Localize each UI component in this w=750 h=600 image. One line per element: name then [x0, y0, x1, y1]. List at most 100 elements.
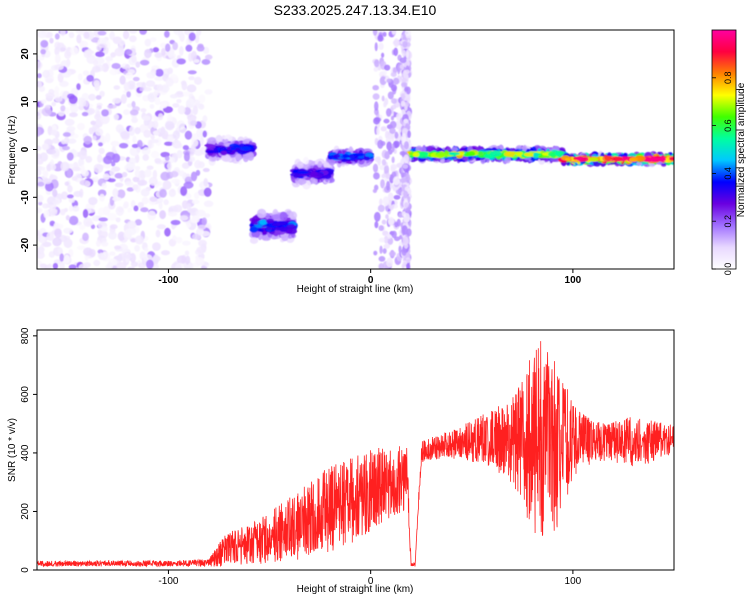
- spectrogram-cell: [37, 153, 43, 161]
- spectrogram-cell: [101, 182, 107, 189]
- spectrogram-cell: [68, 205, 74, 212]
- spectrogram-cell: [390, 166, 396, 172]
- spectrogram-cell: [404, 186, 410, 192]
- spectrogram-cell: [122, 30, 130, 40]
- spectrogram-cell: [93, 163, 104, 174]
- spectrogram-cell: [113, 85, 121, 90]
- spectrogram-cell: [165, 121, 175, 131]
- spectrogram-cell: [37, 81, 42, 89]
- spectrogram-cell: [52, 237, 62, 247]
- spectrogram-cell: [118, 142, 129, 149]
- spectrogram-cell: [201, 217, 208, 226]
- spectrogram-cell: [309, 171, 318, 178]
- spectrogram-cell: [154, 97, 161, 106]
- spectrogram-cell: [185, 255, 191, 265]
- spectrogram-cell: [127, 207, 132, 213]
- spectrogram-cell: [71, 176, 78, 181]
- spectrogram-cell: [66, 168, 72, 179]
- spectrogram-cell: [37, 101, 40, 107]
- spectrogram-cell: [155, 68, 164, 77]
- spectrogram-cell: [514, 151, 524, 156]
- spectrogram-cell: [66, 194, 74, 199]
- spectrogram-cell: [163, 199, 169, 206]
- spectrogram-cell: [373, 117, 381, 125]
- spectrogram-cell: [266, 218, 275, 224]
- spectrogram-cell: [61, 139, 67, 145]
- spectrogram-cell: [129, 35, 137, 43]
- spectrogram-cell: [376, 127, 380, 136]
- spectrogram-cell: [342, 153, 350, 159]
- spectrogram-cell: [220, 150, 228, 156]
- spectrogram-cell: [374, 42, 378, 52]
- spectrogram-cell: [392, 40, 400, 46]
- spectrogram-cell: [121, 171, 128, 178]
- spectrogram-cell: [190, 144, 196, 153]
- spectrogram-cell: [333, 154, 341, 158]
- spectrogram-cell: [68, 95, 78, 105]
- spectrogram-cell: [101, 241, 109, 247]
- spectrogram-cell: [198, 103, 205, 110]
- spectrogram-cell: [402, 49, 406, 57]
- spectrogram-cell: [279, 211, 288, 222]
- spectrogram-cell: [59, 30, 66, 37]
- spectrogram-cell: [45, 77, 54, 84]
- spectrogram-cell: [177, 30, 183, 39]
- spectrogram-cell: [182, 91, 191, 97]
- spectrogram-cell: [179, 45, 184, 56]
- spectrogram-cell: [448, 152, 460, 156]
- spectrogram-cell: [398, 245, 402, 254]
- spectrogram-cell: [249, 237, 259, 244]
- spectrogram-cell: [372, 93, 380, 100]
- spectrogram-cell: [405, 257, 411, 264]
- spectrogram-cell: [52, 262, 59, 269]
- spectrogram-cell: [50, 129, 58, 136]
- spectrogram-cell: [165, 43, 171, 52]
- spectrogram-cell: [37, 31, 47, 39]
- spectrogram-cell: [174, 263, 182, 269]
- spectrogram-cell: [156, 84, 164, 91]
- spectrogram-cell: [169, 94, 178, 99]
- spectrogram-cell: [152, 242, 161, 251]
- spectrogram-cell: [547, 151, 556, 157]
- spectrogram-cell: [185, 44, 193, 52]
- spectrogram-cell: [68, 112, 78, 118]
- spectrogram-xlabel: Height of straight line (km): [297, 284, 414, 295]
- spectrogram-ylabel: Frequency (Hz): [7, 116, 18, 185]
- spectrogram-cell: [503, 151, 516, 157]
- spectrogram-cell: [79, 179, 90, 186]
- spectrogram-cell: [51, 101, 57, 107]
- spectrogram-cell: [172, 130, 181, 140]
- spectrogram-cell: [137, 201, 144, 209]
- spectrogram-cell: [113, 113, 119, 121]
- spectrogram-cell: [78, 263, 88, 269]
- spectrogram-cell: [185, 193, 192, 199]
- spectrogram-cell: [65, 215, 70, 221]
- spectrogram-cell: [289, 211, 298, 220]
- spectrogram-cell: [37, 127, 42, 137]
- spectrogram-cell: [171, 178, 181, 184]
- spectrogram-cell: [175, 236, 183, 244]
- colorbar-tick-label: 0.2: [723, 215, 733, 228]
- spectrogram-cell: [198, 94, 206, 104]
- spectrogram-cell: [119, 75, 126, 85]
- spectrogram-cell: [258, 228, 265, 233]
- spectrogram-cell: [98, 147, 105, 155]
- spectrogram-cell: [389, 127, 396, 134]
- spectrogram-cell: [197, 224, 207, 230]
- spectrogram-cell: [59, 253, 64, 262]
- spectrogram-cell: [160, 171, 170, 181]
- spectrogram-cell: [129, 109, 139, 116]
- spectrogram-cell: [158, 113, 164, 121]
- spectrogram-cell: [95, 51, 105, 58]
- spectrogram-cell: [139, 30, 147, 35]
- spectrogram-cell: [401, 248, 407, 256]
- spectrogram-cell: [37, 207, 43, 214]
- colorbar-ticks: 0.0 0.2 0.4 0.6 0.8: [712, 72, 733, 275]
- spectrogram-cell: [49, 37, 54, 44]
- spectrogram-cell: [94, 82, 100, 92]
- spectrogram-cell: [392, 176, 400, 186]
- spectrogram-cell: [143, 115, 151, 121]
- spectrogram-cell: [184, 130, 193, 140]
- spectrogram-cell: [297, 170, 309, 174]
- spectrogram-cell: [131, 54, 137, 63]
